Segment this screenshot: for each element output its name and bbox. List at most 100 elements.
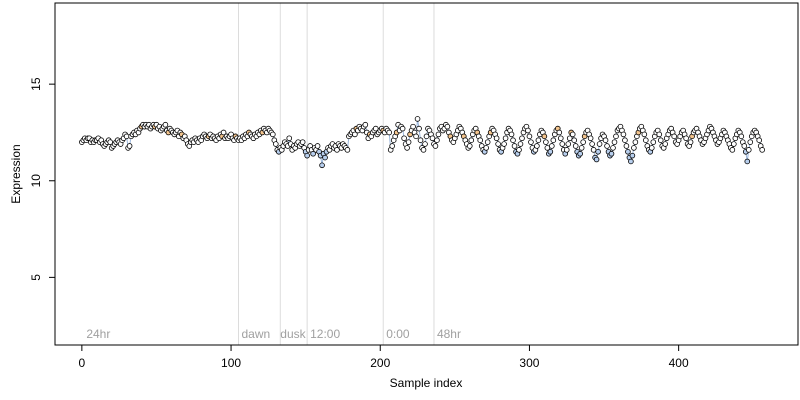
data-point: [604, 143, 610, 149]
data-point: [468, 137, 475, 143]
data-point: [270, 131, 276, 138]
data-point: [556, 129, 563, 136]
data-point: [756, 137, 763, 143]
data-point: [286, 135, 293, 142]
data-point: [399, 125, 406, 132]
data-point: [389, 143, 395, 149]
data-point: [511, 143, 518, 149]
data-point: [623, 143, 630, 149]
data-point: [534, 143, 540, 149]
data-point: [432, 143, 439, 149]
data-point: [493, 135, 500, 142]
data-point: [510, 137, 516, 143]
reference-lines: [238, 3, 435, 345]
data-point: [610, 145, 616, 151]
data-point: [508, 131, 515, 138]
data-point: [535, 137, 542, 143]
plot-frame: [54, 2, 799, 346]
data-point: [543, 139, 549, 145]
y-axis-title: Expression: [9, 144, 23, 203]
data-point: [501, 141, 507, 147]
data-point: [334, 147, 340, 153]
data-point: [641, 131, 648, 138]
data-point: [352, 131, 358, 138]
data-point: [593, 156, 600, 163]
data-point: [517, 141, 524, 147]
data-point: [434, 137, 440, 143]
data-point: [738, 133, 745, 140]
data-point: [414, 116, 421, 122]
data-point: [747, 139, 754, 145]
data-point: [656, 131, 663, 138]
data-point: [220, 129, 227, 136]
data-point: [602, 137, 609, 143]
data-point: [477, 137, 484, 143]
data-point: [413, 133, 419, 140]
y-tick-label: 10: [29, 174, 43, 188]
data-point: [671, 133, 677, 140]
data-point: [502, 135, 509, 142]
data-point: [745, 147, 752, 153]
data-point: [643, 137, 649, 143]
data-point: [549, 143, 555, 149]
data-point: [595, 148, 601, 155]
data-point: [273, 141, 279, 147]
y-tick-label: 5: [29, 274, 43, 281]
data-point: [557, 135, 564, 142]
data-point: [516, 147, 522, 153]
data-point: [687, 139, 694, 145]
data-point: [608, 150, 615, 157]
data-point: [372, 125, 379, 132]
annotation-label: 12:00: [310, 327, 340, 341]
data-point: [625, 148, 631, 155]
data-point: [589, 141, 595, 147]
data-point: [410, 123, 416, 130]
x-tick-label: 300: [519, 356, 539, 370]
data-point: [405, 139, 412, 145]
annotation-label: 48hr: [437, 327, 461, 341]
annotations: 24hr dawn dusk 12:00 0:00 48hr: [86, 327, 461, 341]
data-point: [563, 147, 570, 153]
data-point: [416, 125, 422, 132]
data-point: [613, 133, 619, 140]
data-points: [79, 116, 765, 169]
data-point: [571, 137, 577, 143]
data-point: [550, 137, 557, 143]
data-point: [304, 152, 310, 159]
annotation-label: dusk: [280, 327, 306, 341]
x-tick-label: 400: [669, 356, 689, 370]
data-point: [577, 150, 583, 157]
data-point: [420, 147, 427, 153]
data-point: [322, 154, 328, 161]
data-point: [569, 131, 576, 138]
data-point: [622, 137, 628, 143]
annotation-label: 0:00: [386, 327, 410, 341]
y-axis: 5 10 15: [29, 77, 56, 281]
data-point: [541, 133, 548, 140]
data-point: [590, 147, 597, 153]
data-point: [596, 141, 603, 147]
data-point: [578, 145, 585, 151]
data-point: [662, 141, 669, 147]
data-point: [544, 145, 551, 151]
data-point: [314, 143, 321, 149]
data-point: [435, 131, 442, 138]
annotation-label: 24hr: [86, 327, 110, 341]
data-point: [572, 143, 579, 149]
data-point: [444, 123, 451, 130]
data-point: [310, 150, 316, 157]
x-tick-label: 0: [79, 356, 86, 370]
data-point: [580, 139, 586, 145]
data-point: [417, 137, 424, 143]
data-point: [404, 145, 410, 151]
data-point: [611, 139, 618, 145]
data-point: [683, 135, 689, 142]
data-point: [422, 141, 428, 147]
data-point: [386, 129, 393, 136]
data-point: [519, 135, 525, 142]
data-point: [629, 152, 636, 159]
data-point: [126, 143, 133, 149]
data-point: [123, 133, 130, 140]
data-point: [423, 133, 430, 140]
